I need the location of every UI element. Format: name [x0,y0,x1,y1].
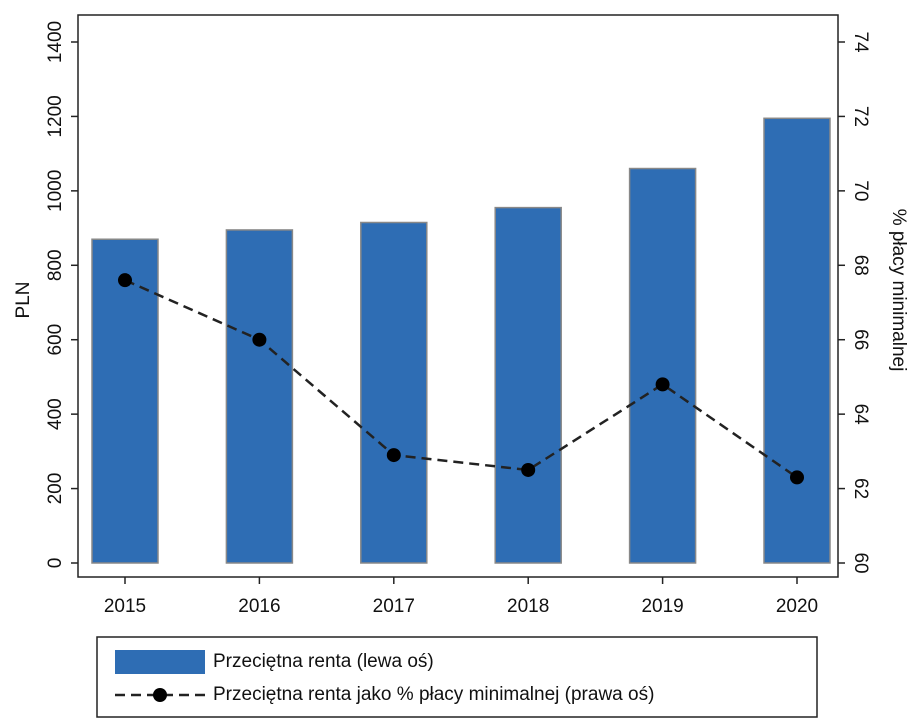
y-tick-label: 1200 [45,95,66,137]
y-tick-label: 1400 [45,21,66,63]
legend-label: Przeciętna renta (lewa oś) [213,651,434,672]
y-tick-label: 600 [45,324,66,356]
y2-axis-label: % płacy minimalnej [888,209,909,372]
bar [91,238,159,564]
y2-tick-label: 70 [850,180,871,201]
y2-tick-label: 60 [850,552,871,573]
y-tick-label: 400 [45,398,66,430]
bar [225,229,294,564]
legend-marker [153,688,167,702]
y2-tick-label: 72 [850,106,871,127]
bar [628,167,697,564]
x-tick-label: 2015 [104,596,146,617]
x-tick-label: 2019 [641,596,683,617]
y-tick-label: 1000 [45,170,66,212]
y-tick-label: 800 [45,249,66,281]
y-tick-label: 0 [45,558,66,569]
x-tick-label: 2016 [238,596,280,617]
bar [494,206,562,564]
line [124,279,798,479]
legend-swatch [115,650,205,674]
point [386,448,401,463]
y2-tick-label: 68 [850,255,871,276]
legend-box [96,636,818,718]
point [790,470,804,485]
plot-frame [77,14,839,578]
x-tick-label: 2018 [507,596,549,617]
y2-tick-label: 62 [850,478,871,499]
bar [360,221,428,564]
point [252,332,267,347]
point [118,273,132,288]
y2-tick-label: 74 [850,31,871,53]
y2-tick-label: 66 [850,329,871,350]
y-tick-label: 200 [45,473,66,505]
y2-tick-label: 64 [850,404,871,426]
legend-label: Przeciętna renta jako % płacy minimalnej… [213,684,654,705]
x-tick-label: 2020 [776,596,818,617]
bar [763,117,831,564]
point [521,462,536,477]
point [655,377,670,392]
x-tick-label: 2017 [373,596,415,617]
y-axis-label: PLN [13,282,34,319]
